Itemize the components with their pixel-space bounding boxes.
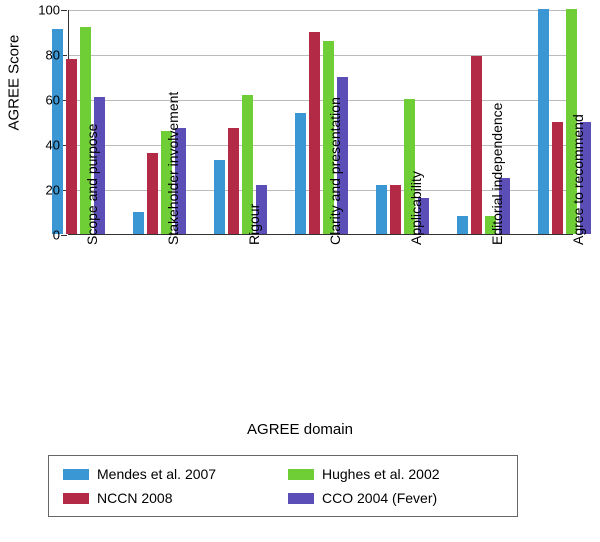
legend-label: CCO 2004 (Fever) [322,490,437,506]
legend-item: CCO 2004 (Fever) [288,490,503,506]
y-tick-label: 60 [46,93,60,108]
y-axis-title: AGREE Score [6,35,23,131]
legend-swatch [63,469,89,480]
legend-item: NCCN 2008 [63,490,278,506]
bar [457,216,468,234]
bar [376,185,387,235]
legend-item: Hughes et al. 2002 [288,466,503,482]
x-tick-label: Applicability [408,171,424,245]
bar [538,9,549,234]
legend-item: Mendes et al. 2007 [63,466,278,482]
bar [228,128,239,234]
y-tick-label: 40 [46,138,60,153]
x-tick-label: Scope and purpose [84,124,100,245]
legend-swatch [63,493,89,504]
legend-label: Mendes et al. 2007 [97,466,216,482]
bar [552,122,563,235]
legend-label: Hughes et al. 2002 [322,466,440,482]
bar [471,56,482,234]
legend-label: NCCN 2008 [97,490,172,506]
x-tick-label: Editorial independence [489,103,505,245]
x-axis-title: AGREE domain [0,421,600,438]
bar [133,212,144,235]
bar [214,160,225,234]
legend-swatch [288,493,314,504]
legend-swatch [288,469,314,480]
y-tick-label: 100 [38,3,60,18]
bar [390,185,401,235]
bar [295,113,306,235]
bar [309,32,320,235]
grid-line [69,100,573,101]
x-tick-label: Rigour [246,204,262,245]
y-tick-label: 80 [46,48,60,63]
x-tick-label: Clarity and presentation [327,97,343,245]
grid-line [69,10,573,11]
legend: Mendes et al. 2007 Hughes et al. 2002 NCCN… [48,455,518,517]
y-tick-label: 20 [46,183,60,198]
chart-container: 0 20 40 60 80 100 AGREE Score Scope and purpo… [0,0,600,542]
x-tick-label: Stakeholder involvement [165,92,181,245]
grid-line [69,55,573,56]
y-tick-label: 0 [53,228,60,243]
x-tick-label: Agree to recommend [570,114,586,245]
bar [147,153,158,234]
bar [66,59,77,235]
